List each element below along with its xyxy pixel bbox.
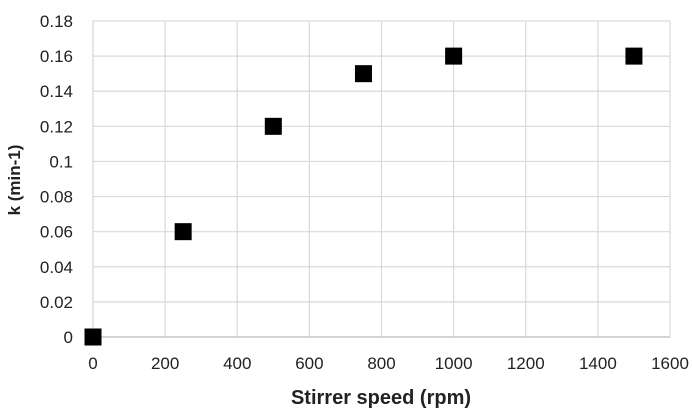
axes-layer xyxy=(92,21,670,338)
y-tick-label: 0.02 xyxy=(40,293,73,312)
data-point xyxy=(445,47,463,65)
x-tick-label: 200 xyxy=(151,354,179,373)
data-point xyxy=(174,223,192,241)
y-tick-label: 0 xyxy=(64,328,73,347)
x-tick-label: 400 xyxy=(223,354,251,373)
y-tick-label: 0.18 xyxy=(40,12,73,31)
points-layer xyxy=(84,47,643,346)
y-tick-label: 0.12 xyxy=(40,117,73,136)
data-point xyxy=(84,328,102,346)
x-tick-label: 600 xyxy=(295,354,323,373)
x-tick-label: 1600 xyxy=(651,354,689,373)
y-tick-label: 0.06 xyxy=(40,223,73,242)
x-tick-label: 800 xyxy=(367,354,395,373)
grid-layer xyxy=(92,20,671,338)
x-tick-label: 1000 xyxy=(435,354,473,373)
x-axis-title: Stirrer speed (rpm) xyxy=(291,387,471,409)
x-tick-label: 0 xyxy=(88,354,97,373)
x-tick-label: 1400 xyxy=(579,354,617,373)
x-tick-label: 1200 xyxy=(507,354,545,373)
y-tick-label: 0.16 xyxy=(40,47,73,66)
y-tick-label: 0.14 xyxy=(40,82,73,101)
data-point xyxy=(625,47,643,65)
ticks-layer: 0 0.02 0.04 0.06 0.08 0.1 0.12 0.14 0.16 0.18 0 200… xyxy=(40,12,689,373)
y-tick-label: 0.04 xyxy=(40,258,73,277)
data-point xyxy=(354,65,372,83)
y-tick-label: 0.08 xyxy=(40,188,73,207)
y-axis-title: k (min-1) xyxy=(5,145,24,216)
y-tick-label: 0.1 xyxy=(49,152,73,171)
data-point xyxy=(264,117,282,135)
